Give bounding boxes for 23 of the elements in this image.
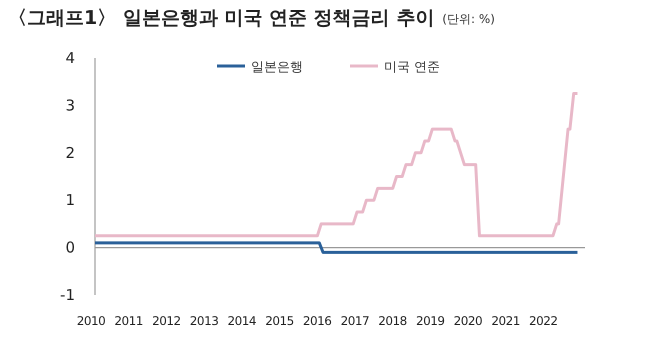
x-tick-label: 2016: [302, 314, 332, 328]
x-tick-label: 2012: [152, 314, 181, 328]
y-tick-label: -1: [60, 286, 75, 304]
x-tick-label: 2015: [265, 314, 294, 328]
y-tick-label: 0: [65, 238, 75, 257]
chart-title: 〈그래프1〉 일본은행과 미국 연준 정책금리 추이: [8, 7, 434, 29]
y-tick-label: 1: [65, 191, 75, 210]
y-tick-label: 4: [65, 49, 75, 67]
legend-label: 미국 연준: [384, 60, 440, 75]
chart-subtitle: (단위: %): [442, 12, 495, 26]
x-tick-label: 2022: [529, 314, 558, 328]
y-tick-label: 3: [65, 96, 75, 114]
x-tick-label: 2018: [378, 314, 407, 328]
x-tick-label: 2011: [114, 314, 143, 328]
x-tick-label: 2020: [454, 314, 482, 328]
x-tick-label: 2017: [340, 314, 370, 328]
x-tick-label: 2014: [227, 314, 256, 328]
legend-label: 일본은행: [251, 60, 303, 75]
x-tick-label: 2019: [416, 314, 445, 328]
x-tick-label: 2010: [76, 314, 106, 328]
x-tick-label: 2013: [190, 314, 218, 328]
y-tick-label: 2: [65, 144, 75, 162]
x-tick-label: 2021: [491, 314, 520, 328]
